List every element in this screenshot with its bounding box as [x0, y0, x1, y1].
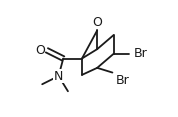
Text: O: O [92, 16, 102, 29]
Text: Br: Br [134, 47, 147, 60]
Text: O: O [35, 44, 45, 57]
Text: N: N [54, 69, 63, 83]
Text: Br: Br [116, 74, 130, 87]
